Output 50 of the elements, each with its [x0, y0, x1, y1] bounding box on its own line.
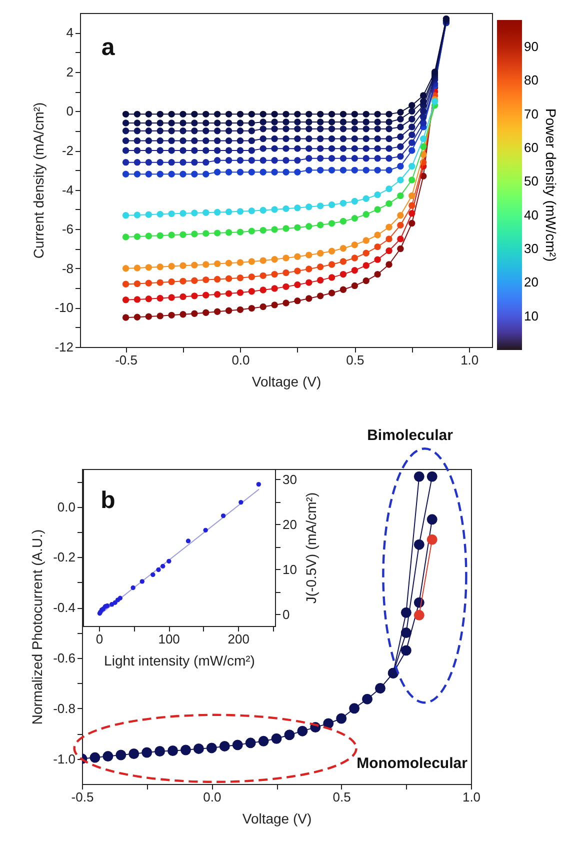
y-tick-label: -1.0 — [53, 751, 76, 766]
y-tick-label: -4 — [62, 182, 74, 198]
y-tick-label: 4 — [66, 25, 74, 40]
color-bar-label: 40 — [524, 207, 538, 222]
x-tick-label: 1.0 — [460, 352, 479, 368]
y-axis-title: J(-0.5V) (mA/cm²) — [302, 492, 319, 604]
y-tick-label: 0 — [282, 606, 290, 622]
y-axis-title: Normalized Photocurrent (A.U.) — [29, 529, 46, 725]
text: Bimolecular — [367, 427, 454, 444]
y-tick-label: -0.2 — [53, 550, 76, 565]
color-bar-label: 10 — [524, 308, 538, 324]
x-tick-label: -0.5 — [115, 352, 138, 368]
y-tick-label: -8 — [62, 260, 74, 276]
color-bar-label: 90 — [524, 38, 538, 54]
color-bar-label: 60 — [524, 140, 538, 155]
color-bar-label: 50 — [524, 174, 538, 189]
y-tick-label: -2 — [62, 143, 74, 158]
x-tick-label: 0 — [96, 632, 104, 646]
x-tick-label: 100 — [158, 632, 180, 646]
x-axis-title: Light intensity (mW/cm²) — [104, 652, 255, 668]
x-tick-label: 0.0 — [232, 352, 250, 368]
y-tick-label: 10 — [282, 562, 297, 577]
color-bar-title: Power density (mW/cm²) — [543, 108, 559, 262]
x-axis-title: Voltage (V) — [242, 810, 312, 826]
x-tick-label: 1.0 — [462, 790, 481, 804]
y-tick-label: 20 — [282, 516, 297, 532]
x-axis-title: Voltage (V) — [252, 374, 322, 390]
y-tick-label: 0.0 — [57, 499, 76, 514]
annotation: b — [100, 487, 116, 514]
annotation: a — [101, 34, 116, 61]
x-tick-label: 0.5 — [346, 352, 364, 368]
y-tick-label: -0.6 — [53, 650, 76, 666]
y-tick-label: -0.4 — [53, 600, 76, 616]
y-tick-label: 30 — [282, 472, 297, 487]
x-tick-label: 200 — [228, 632, 250, 646]
y-tick-label: 2 — [66, 64, 74, 80]
x-tick-label: 0.5 — [332, 790, 351, 804]
color-bar-label: 20 — [524, 274, 538, 290]
annotation: Monomolecular — [356, 755, 468, 772]
color-bar-label: 80 — [524, 72, 538, 88]
y-tick-label: -0.8 — [53, 700, 76, 716]
x-tick-label: 0.0 — [203, 790, 222, 804]
x-tick-label: -0.5 — [71, 790, 94, 804]
color-bar-label: 70 — [524, 106, 538, 122]
y-tick-label: -12 — [54, 340, 74, 354]
color-bar-label: 30 — [524, 240, 538, 256]
y-tick-label: 0 — [66, 104, 74, 119]
y-tick-label: -10 — [54, 300, 74, 316]
y-tick-label: -6 — [62, 222, 74, 237]
y-axis-title: Current density (mA/cm²) — [30, 102, 47, 259]
